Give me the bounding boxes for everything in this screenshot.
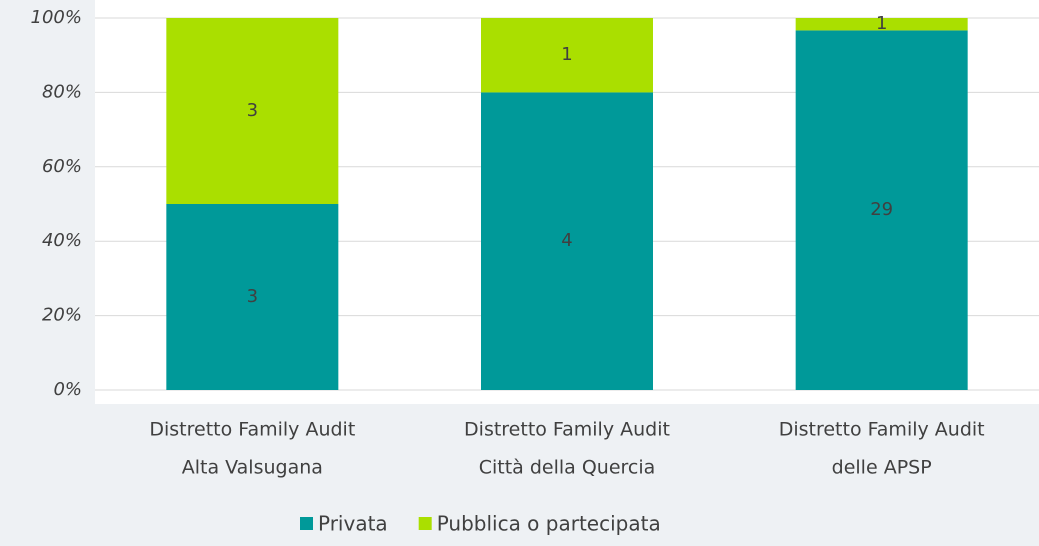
bar-segment [166,18,339,204]
data-label: 1 [561,44,572,65]
x-tick-label: Distretto Family Audit [149,419,355,441]
y-tick-label: 40% [42,230,82,251]
legend-swatch [418,517,432,530]
x-tick-label: Città della Quercia [479,457,656,479]
y-tick-label: 60% [42,156,82,177]
bar-segment [795,30,968,391]
x-tick-label: Distretto Family Audit [779,419,985,441]
y-tick-label: 20% [42,305,82,326]
x-tick-label: Distretto Family Audit [464,419,670,441]
data-label: 3 [247,100,258,121]
data-label: 1 [876,13,887,34]
data-label: 4 [561,230,572,251]
legend-label: Privata [318,512,388,536]
y-tick-label: 100% [31,7,82,28]
bar-segment [481,92,653,391]
bar-segment [795,18,968,31]
y-tick-label: 0% [53,379,82,400]
data-label: 3 [247,286,258,307]
bar-segment [166,204,339,390]
x-tick-label: Alta Valsugana [182,457,323,479]
legend-label: Pubblica o partecipata [437,512,661,536]
legend-swatch [300,517,313,530]
bar-segment [481,18,653,93]
data-label: 29 [870,199,893,220]
x-tick-label: delle APSP [832,457,932,479]
y-tick-label: 80% [42,81,82,102]
